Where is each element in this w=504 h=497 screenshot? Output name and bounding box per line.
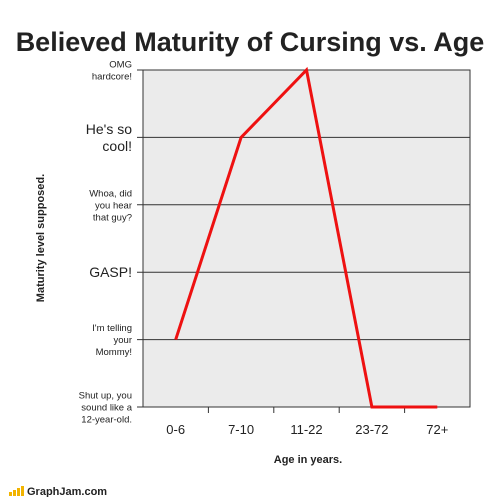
logo-bar [13, 490, 16, 496]
x-tick-label: 72+ [426, 422, 448, 437]
logo-bar [9, 492, 12, 496]
graphjam-logo: GraphJam.com [9, 486, 107, 497]
x-tick-label: 11-22 [290, 422, 322, 437]
y-tick-label: Shut up, you sound like a 12-year-old. [79, 391, 133, 426]
y-tick-label: I'm telling your Mommy! [92, 323, 132, 358]
series-line [174, 66, 438, 409]
x-axis-label: Age in years. [274, 454, 342, 466]
logo-bar [21, 486, 24, 496]
y-tick-label: GASP! [89, 264, 132, 280]
chart-title: Believed Maturity of Cursing vs. Age [16, 27, 485, 57]
y-tick-labels: Shut up, you sound like a 12-year-old. I'm … [79, 60, 133, 426]
x-tick-labels: 0-6 7-10 11-22 23-72 72+ [166, 407, 448, 437]
y-tick-label: Whoa, did you hear that guy? [89, 188, 132, 223]
logo-text: GraphJam.com [27, 486, 107, 497]
y-tick-label: OMG hardcore! [92, 60, 132, 83]
plot-area [142, 69, 471, 408]
y-axis-label: Maturity level supposed. [35, 174, 47, 302]
logo-bar [17, 488, 20, 496]
x-tick-label: 23-72 [355, 422, 388, 437]
grid-lines [137, 69, 470, 408]
x-tick-label: 0-6 [166, 422, 185, 437]
x-tick-label: 7-10 [228, 422, 254, 437]
y-tick-label: He's so cool! [86, 121, 132, 154]
